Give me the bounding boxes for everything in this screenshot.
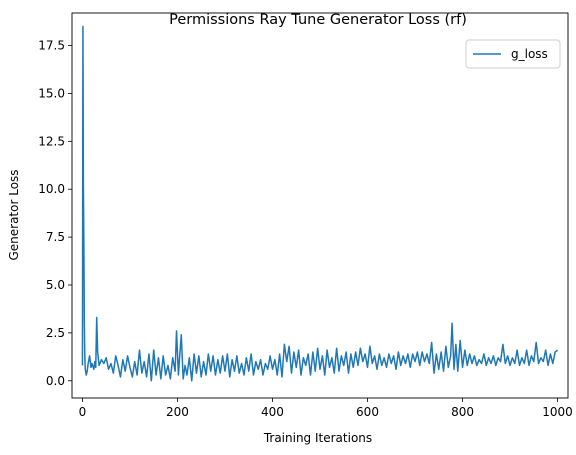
x-tick-label: 0 xyxy=(79,405,87,419)
y-tick-label: 12.5 xyxy=(38,134,65,148)
y-axis-ticks: 0.0 2.5 5.0 7.5 10.0 12.5 15.0 17.5 xyxy=(38,39,72,388)
y-tick-label: 15.0 xyxy=(38,86,65,100)
x-tick-label: 200 xyxy=(166,405,189,419)
legend: g_loss xyxy=(465,39,561,69)
chart-title: Permissions Ray Tune Generator Loss (rf) xyxy=(169,12,467,28)
y-tick-label: 17.5 xyxy=(38,39,65,53)
x-tick-label: 400 xyxy=(261,405,284,419)
y-tick-label: 2.5 xyxy=(46,326,65,340)
plot-frame xyxy=(71,12,569,399)
x-tick-label: 1000 xyxy=(542,405,573,419)
legend-box xyxy=(465,39,561,69)
legend-label-g-loss: g_loss xyxy=(511,47,548,61)
y-axis-label: Generator Loss xyxy=(7,169,21,260)
y-tick-label: 10.0 xyxy=(38,182,65,196)
series-layer xyxy=(81,25,559,382)
y-tick-label: 7.5 xyxy=(46,230,65,244)
y-tick-label: 5.0 xyxy=(46,278,65,292)
y-tick-label: 0.0 xyxy=(46,374,65,388)
x-axis-label: Training Iterations xyxy=(263,431,372,445)
x-axis-ticks: 0 200 400 600 800 1000 xyxy=(79,398,573,419)
x-tick-label: 600 xyxy=(356,405,379,419)
series-line-g-loss xyxy=(81,25,559,382)
x-tick-label: 800 xyxy=(451,405,474,419)
